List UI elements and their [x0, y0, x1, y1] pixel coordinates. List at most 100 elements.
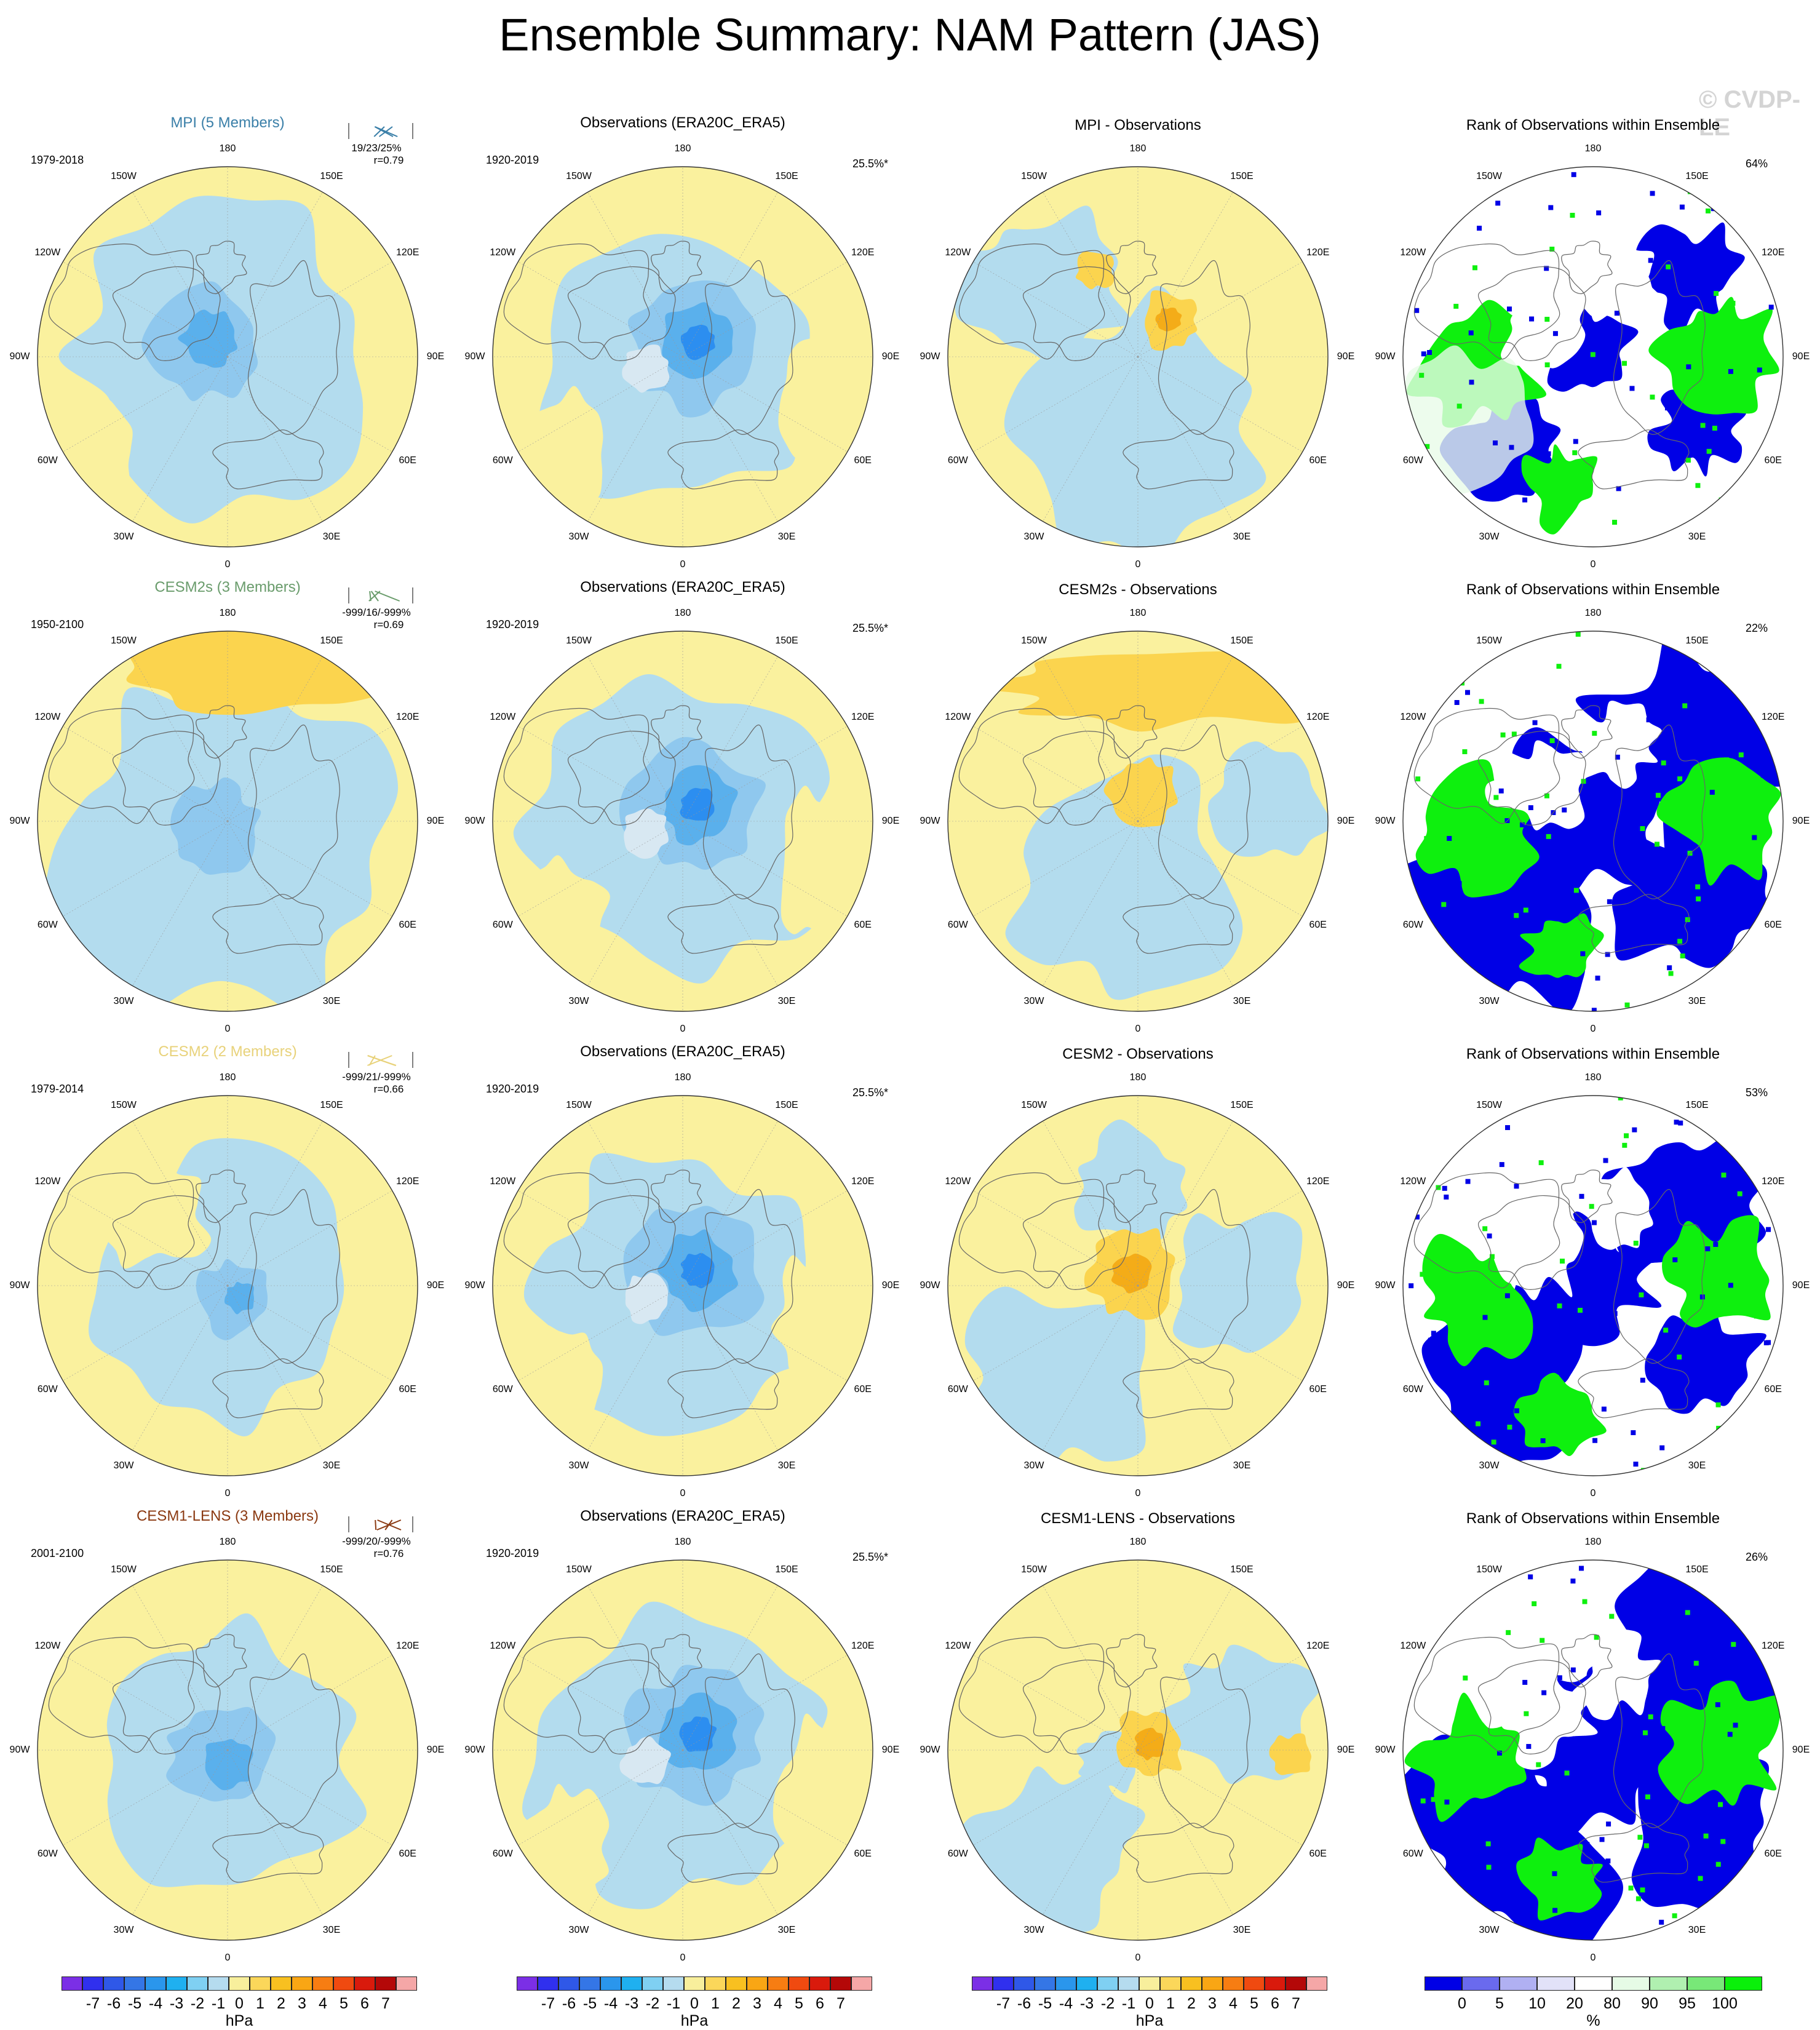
longitude-label: 150W — [566, 1100, 592, 1111]
colorbar-tick: 20 — [1566, 1995, 1583, 2013]
colorbar-swatch — [1014, 1976, 1035, 1991]
longitude-label: 150E — [1230, 1100, 1253, 1111]
panel-model-row-3: CESM2 (2 Members)1979-2014-999/21/-999%r… — [0, 1021, 455, 1486]
longitude-label: 150W — [111, 1100, 137, 1111]
panel-title: Rank of Observations within Ensemble — [1365, 117, 1820, 134]
longitude-label: 180 — [1585, 1537, 1602, 1548]
longitude-label: 30E — [1233, 996, 1250, 1007]
longitude-label: 150W — [1021, 1100, 1047, 1111]
longitude-label: 120E — [851, 1641, 874, 1652]
colorbar-tick: 10 — [1528, 1995, 1546, 2013]
colorbar-swatch — [312, 1976, 333, 1991]
ensemble-spread-glyph — [348, 1514, 415, 1535]
colorbar-tick: 0 — [235, 1995, 244, 2013]
longitude-label: 180 — [1585, 608, 1602, 619]
longitude-label: 90E — [1337, 351, 1354, 362]
polar-map-model — [37, 631, 418, 1012]
colorbar-swatch — [642, 1976, 663, 1991]
longitude-label: 30W — [569, 996, 589, 1007]
longitude-label: 120W — [490, 712, 515, 723]
polar-map-rank — [1402, 631, 1784, 1012]
longitude-label: 90W — [10, 1745, 30, 1756]
colorbar-unit: % — [1586, 2012, 1600, 2030]
longitude-label: 90W — [1375, 351, 1396, 362]
colorbar-swatch — [333, 1976, 354, 1991]
colorbar-swatch — [1055, 1976, 1076, 1991]
longitude-label: 120E — [396, 247, 419, 258]
period-label: 1979-2018 — [31, 154, 84, 167]
longitude-label: 90E — [1337, 816, 1354, 827]
colorbar-swatch — [789, 1976, 809, 1991]
colorbar-swatch — [187, 1976, 208, 1991]
colorbar-swatch — [600, 1976, 621, 1991]
longitude-label: 90W — [1375, 816, 1396, 827]
polar-map-diff — [947, 1095, 1329, 1476]
colorbar-swatch — [82, 1976, 103, 1991]
longitude-label: 30W — [114, 1460, 134, 1471]
longitude-label: 30W — [114, 1925, 134, 1936]
colorbar-swatch — [1035, 1976, 1055, 1991]
colorbar-tick: 0 — [690, 1995, 699, 2013]
longitude-label: 120E — [851, 247, 874, 258]
variance-stats: -999/16/-999% — [340, 606, 413, 619]
polar-map-model — [37, 1559, 418, 1941]
longitude-label: 90E — [1792, 1745, 1810, 1756]
longitude-label: 150E — [1685, 171, 1708, 182]
colorbar-swatch — [1160, 1976, 1181, 1991]
longitude-label: 90W — [920, 816, 940, 827]
panel-title: Observations (ERA20C_ERA5) — [455, 114, 910, 132]
longitude-label: 120W — [1400, 247, 1426, 258]
longitude-label: 60E — [854, 1849, 871, 1860]
longitude-label: 30E — [1233, 1925, 1250, 1936]
longitude-label: 120E — [1762, 1176, 1784, 1187]
colorbar-swatch — [851, 1976, 872, 1991]
longitude-label: 30E — [1233, 531, 1250, 543]
figure-title: Ensemble Summary: NAM Pattern (JAS) — [0, 9, 1820, 61]
colorbar-swatch — [1537, 1976, 1575, 1991]
longitude-label: 150W — [1476, 635, 1502, 647]
longitude-label: 60E — [399, 920, 416, 931]
longitude-label: 120W — [490, 247, 515, 258]
longitude-label: 120W — [945, 1641, 971, 1652]
longitude-label: 180 — [220, 1537, 236, 1548]
longitude-label: 90E — [1792, 816, 1810, 827]
longitude-label: 180 — [1130, 608, 1146, 619]
longitude-label: 60E — [854, 455, 871, 466]
longitude-label: 30E — [323, 1925, 340, 1936]
longitude-label: 60E — [1309, 1849, 1326, 1860]
polar-map-rank — [1402, 1095, 1784, 1476]
longitude-label: 30W — [1024, 1925, 1044, 1936]
colorbar-swatch — [621, 1976, 642, 1991]
colorbar-tick: -4 — [604, 1995, 618, 2013]
colorbar-tick: -7 — [86, 1995, 100, 2013]
polar-map-diff — [947, 1559, 1329, 1941]
longitude-label: 90W — [1375, 1280, 1396, 1291]
longitude-label: 30E — [1233, 1460, 1250, 1471]
longitude-label: 150E — [775, 635, 798, 647]
longitude-label: 150W — [1476, 1100, 1502, 1111]
longitude-label: 30E — [778, 531, 795, 543]
colorbar-tick: -5 — [1038, 1995, 1052, 2013]
longitude-label: 60W — [493, 1384, 513, 1395]
colorbar-tick: 0 — [1145, 1995, 1154, 2013]
period-label: 1920-2019 — [486, 618, 539, 631]
colorbar-swatch — [354, 1976, 375, 1991]
colorbar-swatch — [250, 1976, 271, 1991]
variance-stats: -999/21/-999% — [340, 1070, 413, 1083]
longitude-label: 150W — [566, 171, 592, 182]
colorbar-swatch — [1139, 1976, 1160, 1991]
longitude-label: 0 — [1591, 1952, 1596, 1964]
longitude-label: 90W — [10, 816, 30, 827]
colorbar-tick: -5 — [583, 1995, 597, 2013]
panel-model-row-4: CESM1-LENS (3 Members)2001-2100-999/20/-… — [0, 1486, 455, 1950]
colorbar-swatch — [768, 1976, 789, 1991]
colorbar-swatch — [1202, 1976, 1223, 1991]
longitude-label: 90W — [920, 1745, 940, 1756]
ensemble-spread-glyph — [348, 121, 415, 141]
longitude-label: 150E — [775, 1100, 798, 1111]
longitude-label: 90E — [882, 1745, 899, 1756]
